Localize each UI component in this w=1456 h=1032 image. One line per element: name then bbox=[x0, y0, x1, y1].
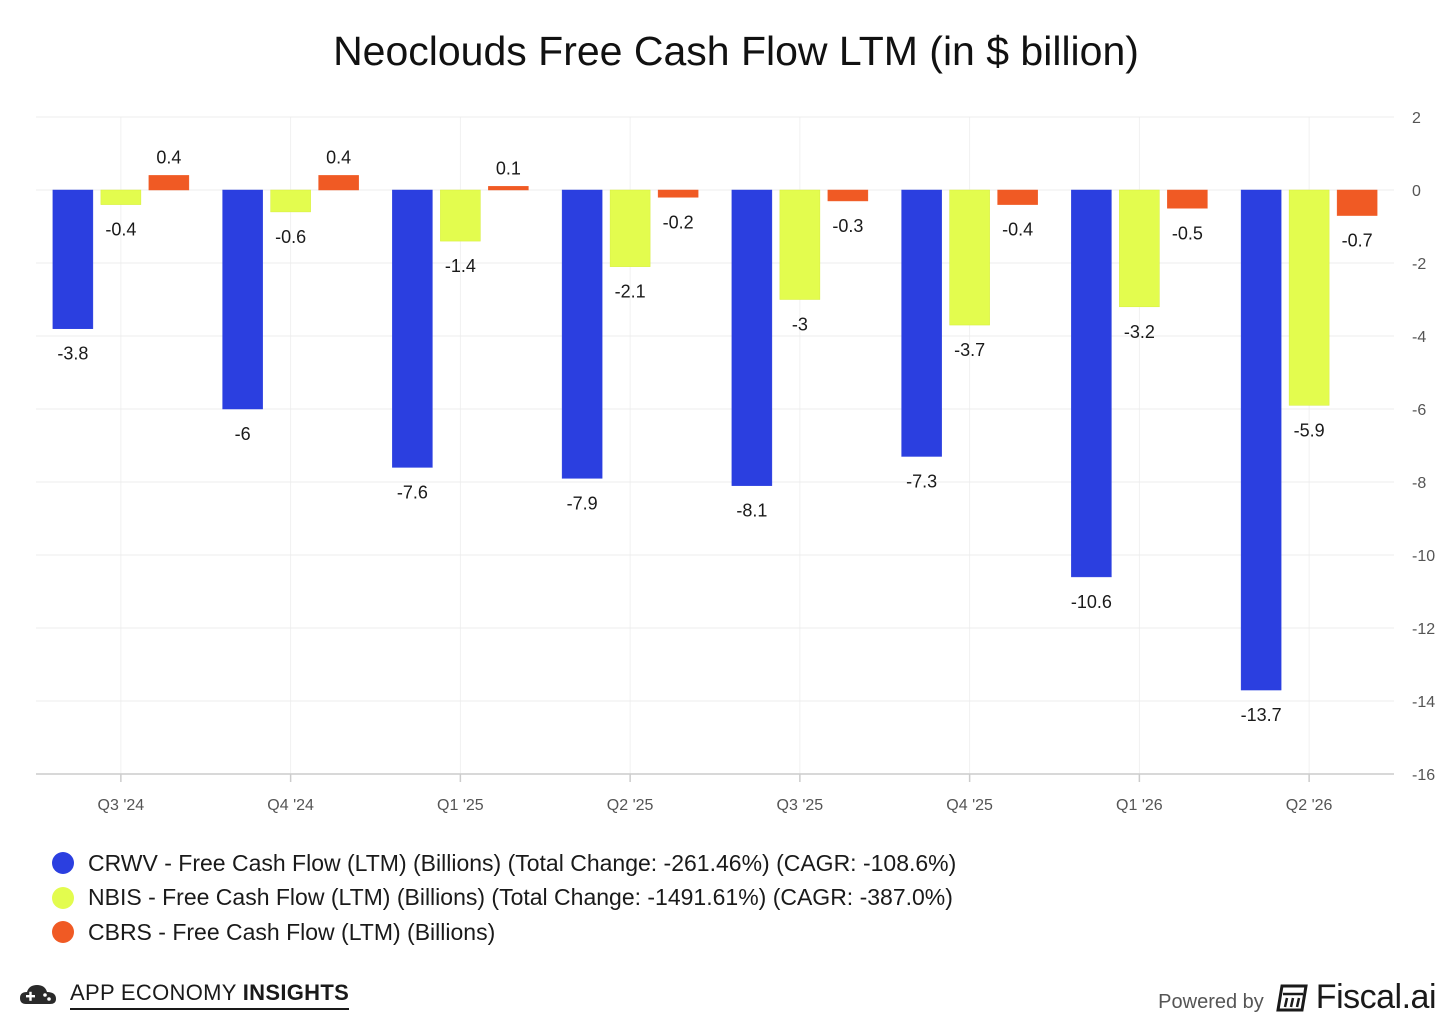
y-tick-label: -2 bbox=[1412, 256, 1426, 273]
y-tick-label: -10 bbox=[1412, 548, 1435, 565]
y-tick-label: 0 bbox=[1412, 183, 1421, 200]
bar-nbis-q1-25[interactable] bbox=[440, 190, 480, 241]
fiscal-logo-icon bbox=[1274, 983, 1308, 1013]
bar-cbrs-q4-25[interactable] bbox=[998, 190, 1038, 205]
y-tick-label: 2 bbox=[1412, 110, 1421, 127]
x-tick-label-q1-25: Q1 '25 bbox=[437, 797, 484, 814]
legend-item-nbis[interactable]: NBIS - Free Cash Flow (LTM) (Billions) (… bbox=[52, 881, 956, 916]
bar-crwv-q1-26[interactable] bbox=[1071, 190, 1111, 577]
x-axis: Q3 '24 Q4 '24 Q1 '25 Q2 '25 Q3 '25 Q4 '25 Q1 '… bbox=[36, 774, 1394, 814]
data-label-nbis-q4-25: -3.7 bbox=[954, 340, 985, 360]
bar-cbrs-q2-25[interactable] bbox=[658, 190, 698, 197]
bar-nbis-q4-24[interactable] bbox=[271, 190, 311, 212]
brand-left-text: APP ECONOMY INSIGHTS bbox=[70, 980, 349, 1010]
data-label-nbis-q4-24: -0.6 bbox=[275, 227, 306, 247]
powered-by-text: Powered by bbox=[1158, 991, 1264, 1014]
bar-nbis-q2-26[interactable] bbox=[1289, 190, 1329, 405]
x-tick-label-q1-26: Q1 '26 bbox=[1116, 797, 1163, 814]
legend-item-crwv[interactable]: CRWV - Free Cash Flow (LTM) (Billions) (… bbox=[52, 846, 956, 881]
bar-nbis-q2-25[interactable] bbox=[610, 190, 650, 267]
x-tick-label-q4-25: Q4 '25 bbox=[946, 797, 993, 814]
bar-crwv-q4-25[interactable] bbox=[902, 190, 942, 456]
y-axis: 2 0 -2 -4 -6 -8 -10 -12 -14 -16 bbox=[1412, 110, 1435, 784]
data-label-crwv-q1-25: -7.6 bbox=[397, 482, 428, 502]
bar-crwv-q3-24[interactable] bbox=[53, 190, 93, 329]
data-label-cbrs-q4-25: -0.4 bbox=[1002, 220, 1033, 240]
bar-chart: -3.8 -6 -7.6 -7.9 -8.1 -7.3 -10.6 -13.7 -0.4 -0.6… bbox=[0, 0, 1456, 840]
bar-crwv-q3-25[interactable] bbox=[732, 190, 772, 486]
bar-cbrs-q2-26[interactable] bbox=[1337, 190, 1377, 216]
x-tick-label-q2-25: Q2 '25 bbox=[607, 797, 654, 814]
data-label-crwv-q3-25: -8.1 bbox=[736, 501, 767, 521]
cloud-gamepad-icon bbox=[18, 980, 58, 1010]
bar-nbis-q3-24[interactable] bbox=[101, 190, 141, 205]
bar-cbrs-q3-24[interactable] bbox=[149, 175, 189, 190]
bars bbox=[53, 175, 1377, 690]
fiscal-brand: Powered by Fiscal.ai bbox=[1158, 978, 1436, 1017]
legend-label-crwv: CRWV - Free Cash Flow (LTM) (Billions) (… bbox=[88, 850, 956, 877]
data-label-crwv-q3-24: -3.8 bbox=[57, 344, 88, 364]
bar-crwv-q1-25[interactable] bbox=[392, 190, 432, 467]
x-tick-label-q4-24: Q4 '24 bbox=[267, 797, 314, 814]
data-label-cbrs-q2-25: -0.2 bbox=[663, 212, 694, 232]
data-label-cbrs-q4-24: 0.4 bbox=[326, 147, 351, 167]
data-label-crwv-q2-25: -7.9 bbox=[567, 493, 598, 513]
data-label-cbrs-q1-25: 0.1 bbox=[496, 158, 521, 178]
x-tick-label-q2-26: Q2 '26 bbox=[1286, 797, 1333, 814]
legend-item-cbrs[interactable]: CBRS - Free Cash Flow (LTM) (Billions) bbox=[52, 915, 956, 950]
bar-nbis-q4-25[interactable] bbox=[950, 190, 990, 325]
bar-cbrs-q4-24[interactable] bbox=[319, 175, 359, 190]
y-tick-label: -8 bbox=[1412, 475, 1426, 492]
x-tick-label-q3-25: Q3 '25 bbox=[777, 797, 824, 814]
data-label-cbrs-q2-26: -0.7 bbox=[1342, 231, 1373, 251]
data-label-nbis-q2-25: -2.1 bbox=[615, 282, 646, 302]
data-label-cbrs-q3-24: 0.4 bbox=[156, 147, 181, 167]
legend-label-nbis: NBIS - Free Cash Flow (LTM) (Billions) (… bbox=[88, 884, 953, 911]
fiscal-wordmark: Fiscal.ai bbox=[1316, 978, 1436, 1017]
bar-nbis-q3-25[interactable] bbox=[780, 190, 820, 300]
app-economy-insights-brand: APP ECONOMY INSIGHTS bbox=[18, 980, 349, 1010]
bar-crwv-q2-25[interactable] bbox=[562, 190, 602, 478]
legend-label-cbrs: CBRS - Free Cash Flow (LTM) (Billions) bbox=[88, 919, 495, 946]
data-label-nbis-q3-25: -3 bbox=[792, 315, 808, 335]
data-label-crwv-q4-24: -6 bbox=[235, 424, 251, 444]
bar-crwv-q2-26[interactable] bbox=[1241, 190, 1281, 690]
y-tick-label: -4 bbox=[1412, 329, 1426, 346]
data-label-nbis-q3-24: -0.4 bbox=[105, 220, 136, 240]
data-label-nbis-q2-26: -5.9 bbox=[1294, 420, 1325, 440]
data-label-cbrs-q1-26: -0.5 bbox=[1172, 223, 1203, 243]
legend-marker-cbrs bbox=[52, 921, 74, 943]
legend: CRWV - Free Cash Flow (LTM) (Billions) (… bbox=[52, 846, 956, 950]
y-tick-label: -12 bbox=[1412, 621, 1435, 638]
y-tick-label: -16 bbox=[1412, 767, 1435, 784]
bar-nbis-q1-26[interactable] bbox=[1119, 190, 1159, 307]
data-label-crwv-q1-26: -10.6 bbox=[1071, 592, 1112, 612]
bar-cbrs-q1-26[interactable] bbox=[1167, 190, 1207, 208]
data-label-crwv-q4-25: -7.3 bbox=[906, 471, 937, 491]
bar-cbrs-q3-25[interactable] bbox=[828, 190, 868, 201]
bar-cbrs-q1-25[interactable] bbox=[488, 186, 528, 190]
bar-crwv-q4-24[interactable] bbox=[223, 190, 263, 409]
data-label-nbis-q1-25: -1.4 bbox=[445, 256, 476, 276]
y-tick-label: -6 bbox=[1412, 402, 1426, 419]
data-label-nbis-q1-26: -3.2 bbox=[1124, 322, 1155, 342]
data-label-crwv-q2-26: -13.7 bbox=[1241, 705, 1282, 725]
data-label-cbrs-q3-25: -0.3 bbox=[832, 216, 863, 236]
legend-marker-crwv bbox=[52, 852, 74, 874]
legend-marker-nbis bbox=[52, 887, 74, 909]
x-tick-label-q3-24: Q3 '24 bbox=[98, 797, 145, 814]
y-tick-label: -14 bbox=[1412, 694, 1435, 711]
